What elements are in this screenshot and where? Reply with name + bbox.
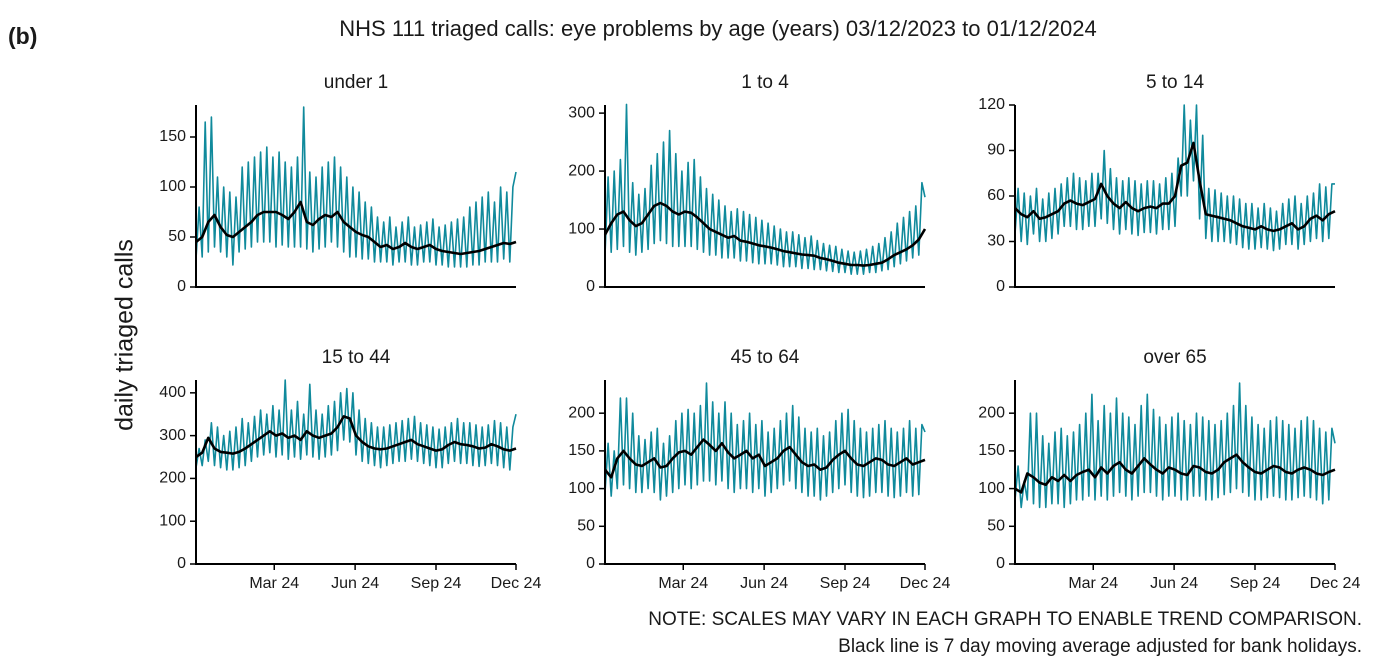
average-line xyxy=(195,200,517,256)
x-tick-label: Mar 24 xyxy=(249,575,299,592)
x-tick-label: Dec 24 xyxy=(1310,575,1361,592)
y-axis-label: daily triaged calls xyxy=(111,239,139,431)
y-tick-label: 100 xyxy=(568,220,595,237)
panel-title: 5 to 14 xyxy=(1146,72,1205,93)
panel-title: 15 to 44 xyxy=(322,347,391,368)
y-tick-label: 200 xyxy=(568,404,595,421)
x-tick-label: Sep 24 xyxy=(820,575,871,592)
x-tick-label: Dec 24 xyxy=(491,575,542,592)
x-tick-label: Sep 24 xyxy=(1230,575,1281,592)
average-line xyxy=(1014,453,1336,494)
panel-title: 1 to 4 xyxy=(741,72,789,93)
y-tick-label: 90 xyxy=(987,142,1005,159)
x-tick-label: Sep 24 xyxy=(411,575,462,592)
x-tick-label: Jun 24 xyxy=(331,575,379,592)
y-tick-label: 150 xyxy=(978,442,1005,459)
daily-line xyxy=(195,379,517,471)
y-tick-label: 100 xyxy=(568,480,595,497)
average-line xyxy=(603,438,926,479)
y-tick-label: 50 xyxy=(987,518,1005,535)
y-tick-label: 0 xyxy=(586,555,595,572)
y-tick-label: 300 xyxy=(159,427,186,444)
y-tick-label: 100 xyxy=(978,480,1005,497)
daily-line xyxy=(1014,104,1335,252)
chart-title: NHS 111 triaged calls: eye problems by a… xyxy=(339,16,1096,41)
y-tick-label: 0 xyxy=(996,555,1005,572)
panel-title: 45 to 64 xyxy=(731,347,800,368)
note: NOTE: SCALES MAY VARY IN EACH GRAPH TO E… xyxy=(648,609,1362,630)
y-tick-label: 200 xyxy=(978,404,1005,421)
daily-line xyxy=(604,103,926,275)
y-tick-label: 30 xyxy=(987,233,1005,250)
y-tick-label: 60 xyxy=(987,187,1005,204)
panel-label: (b) xyxy=(8,23,37,49)
y-tick-label: 0 xyxy=(996,278,1005,295)
average-line xyxy=(603,201,927,267)
y-tick-label: 150 xyxy=(159,128,186,145)
y-tick-label: 0 xyxy=(586,278,595,295)
y-tick-label: 400 xyxy=(159,384,186,401)
y-tick-label: 100 xyxy=(159,512,186,529)
x-tick-label: Jun 24 xyxy=(740,575,788,592)
x-tick-label: Mar 24 xyxy=(658,575,708,592)
y-tick-label: 120 xyxy=(978,96,1005,113)
daily-line xyxy=(1014,382,1336,509)
y-tick-label: 50 xyxy=(577,518,595,535)
panel-title: under 1 xyxy=(324,72,388,93)
average-line xyxy=(195,415,517,459)
note: Black line is 7 day moving average adjus… xyxy=(838,636,1362,657)
y-tick-label: 200 xyxy=(159,470,186,487)
y-tick-label: 150 xyxy=(568,442,595,459)
y-tick-label: 0 xyxy=(177,278,186,295)
y-tick-label: 50 xyxy=(168,228,186,245)
y-tick-label: 300 xyxy=(568,104,595,121)
y-tick-label: 0 xyxy=(177,555,186,572)
panel-title: over 65 xyxy=(1143,347,1206,368)
average-line xyxy=(1014,141,1336,233)
daily-line xyxy=(604,382,926,501)
y-tick-label: 100 xyxy=(159,178,186,195)
daily-line xyxy=(195,106,517,268)
y-tick-label: 200 xyxy=(568,162,595,179)
x-tick-label: Mar 24 xyxy=(1068,575,1118,592)
x-tick-label: Dec 24 xyxy=(900,575,951,592)
x-tick-label: Jun 24 xyxy=(1150,575,1198,592)
